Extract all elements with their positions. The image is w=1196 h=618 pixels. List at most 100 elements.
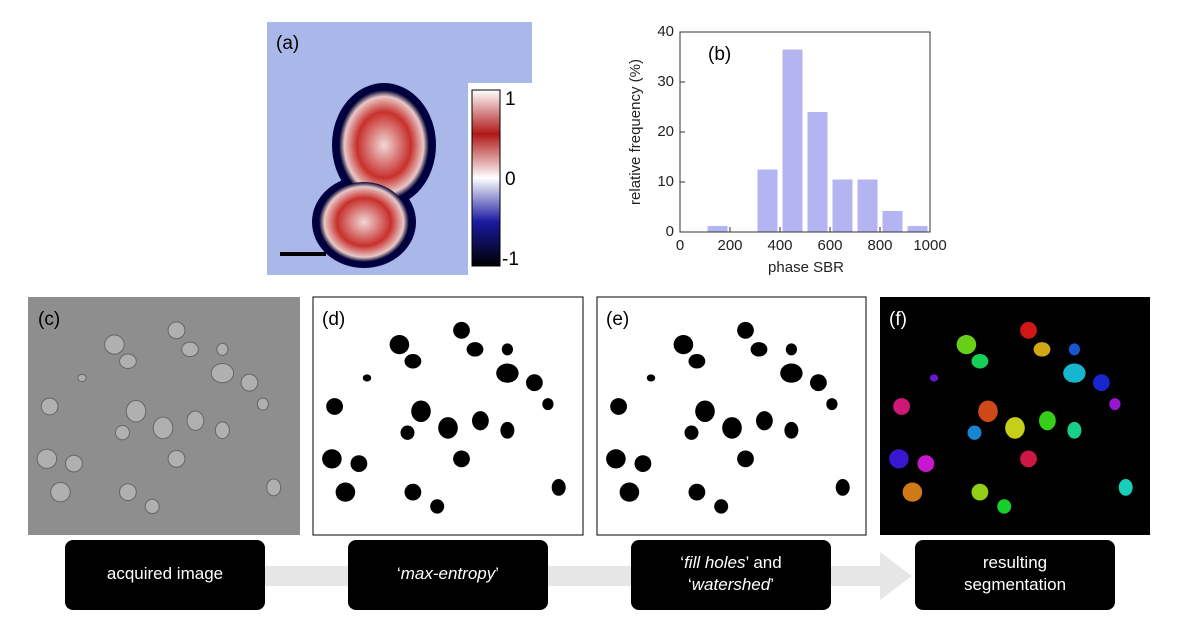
cell [152,416,174,440]
step-box [65,540,265,610]
bar [882,211,903,232]
step-text: ‘ [680,553,684,572]
cell [77,373,87,383]
cell [501,343,513,356]
y-tick-label: 0 [666,223,674,240]
cell [362,374,372,382]
step-text: ’ [770,575,774,594]
cell [826,398,838,411]
cell [500,421,515,439]
cell [326,398,343,415]
panel-e-image [596,296,867,536]
step-text: ‘ [397,564,401,583]
cell [722,417,742,439]
step-text: ’ and [745,553,781,572]
cell [1020,450,1037,468]
cell [1039,411,1056,431]
x-axis-label: phase SBR [768,259,844,276]
cell [1020,321,1037,339]
cell [1005,417,1025,439]
cell [214,421,230,440]
step-box [348,540,548,610]
cell [1109,398,1121,411]
cell [695,400,715,423]
cell [889,449,909,469]
cell [119,353,137,369]
cell [125,399,147,423]
cell [551,479,566,496]
cell [1093,374,1110,392]
x-tick-label: 1000 [913,237,946,254]
step-box [915,540,1115,610]
steps: acquired image ‘max-entropy’‘fill holes’ … [65,540,1115,610]
cell [256,397,269,411]
step-box [631,540,831,610]
cell [646,374,656,382]
cell [266,478,282,497]
bar [907,226,928,232]
cell [411,400,431,423]
x-tick-label: 600 [817,237,842,254]
step-text: watershed [692,575,771,594]
cell [335,482,356,502]
cell [606,449,626,469]
step-text: segmentation [964,575,1066,594]
bar [757,169,778,232]
cell [835,479,850,496]
cell [65,454,83,473]
cell [784,421,799,439]
cell [216,342,229,356]
step-label: segmentation [964,575,1066,594]
cell [967,425,982,440]
cell [319,182,409,262]
cell [322,449,342,469]
cell [400,425,415,440]
panel-label: (f) [889,309,907,330]
x-tick-label: 200 [717,237,742,254]
cell [50,482,71,503]
panel-d-image [312,296,584,536]
cell [971,483,989,501]
step-label: ‘watershed’ [688,575,774,594]
cell [453,321,470,339]
step-text: max-entropy [401,564,497,583]
cell [472,411,489,431]
panel-label: (d) [322,309,345,330]
histogram: (b) phase SBR relative frequency (%) 0 20… [627,23,947,276]
cell [714,499,729,514]
panel-label: (e) [606,309,629,330]
cell [785,343,798,356]
step-label: acquired image [107,564,223,583]
cell [929,374,939,382]
cell [466,342,484,357]
step-label: resulting [983,553,1047,572]
cell [893,398,910,415]
panel-a: 1 0 -1 (a) [267,22,532,275]
cell [119,483,137,502]
y-tick-label: 30 [657,73,674,90]
cell [40,397,59,416]
colorbar-label: -1 [502,249,519,270]
cell [610,398,627,415]
cells [36,321,1133,515]
cell [1067,421,1082,439]
bar [807,112,828,232]
cell [404,483,422,501]
cell [1068,343,1080,356]
step-label: ‘max-entropy’ [397,564,499,583]
x-tick-label: 0 [676,237,684,254]
panel-label: (b) [708,44,731,65]
cell [971,354,989,369]
flow-arrowhead [880,552,912,600]
cell [453,450,470,468]
step-text: fill holes [684,553,746,572]
cell [1118,479,1133,496]
bar [832,179,853,232]
cell [1063,363,1086,383]
cell [104,334,125,355]
y-tick-label: 20 [657,123,674,140]
colorbar-label: 0 [505,169,516,190]
cell [917,455,935,472]
cell [688,354,706,369]
